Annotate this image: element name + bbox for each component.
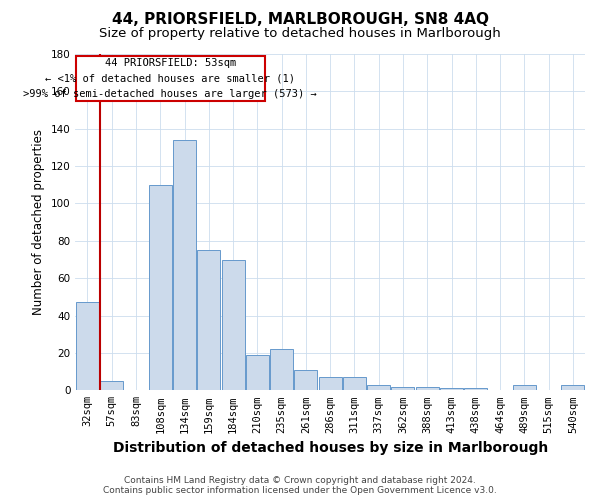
Bar xyxy=(464,388,487,390)
Bar xyxy=(562,384,584,390)
Bar xyxy=(221,260,245,390)
Bar xyxy=(76,302,99,390)
X-axis label: Distribution of detached houses by size in Marlborough: Distribution of detached houses by size … xyxy=(113,441,548,455)
Bar xyxy=(149,185,172,390)
Bar xyxy=(513,384,536,390)
Bar xyxy=(100,381,123,390)
Bar xyxy=(197,250,220,390)
Bar xyxy=(173,140,196,390)
Bar xyxy=(416,386,439,390)
Bar xyxy=(295,370,317,390)
Bar xyxy=(319,377,341,390)
Bar xyxy=(391,386,415,390)
FancyBboxPatch shape xyxy=(76,56,265,100)
Y-axis label: Number of detached properties: Number of detached properties xyxy=(32,129,45,315)
Bar xyxy=(343,377,366,390)
Text: 44, PRIORSFIELD, MARLBOROUGH, SN8 4AQ: 44, PRIORSFIELD, MARLBOROUGH, SN8 4AQ xyxy=(112,12,488,28)
Bar xyxy=(270,349,293,391)
Text: Contains HM Land Registry data © Crown copyright and database right 2024.
Contai: Contains HM Land Registry data © Crown c… xyxy=(103,476,497,495)
Text: Size of property relative to detached houses in Marlborough: Size of property relative to detached ho… xyxy=(99,28,501,40)
Text: 44 PRIORSFIELD: 53sqm
← <1% of detached houses are smaller (1)
>99% of semi-deta: 44 PRIORSFIELD: 53sqm ← <1% of detached … xyxy=(23,58,317,99)
Bar xyxy=(367,384,390,390)
Bar xyxy=(440,388,463,390)
Bar xyxy=(246,355,269,390)
